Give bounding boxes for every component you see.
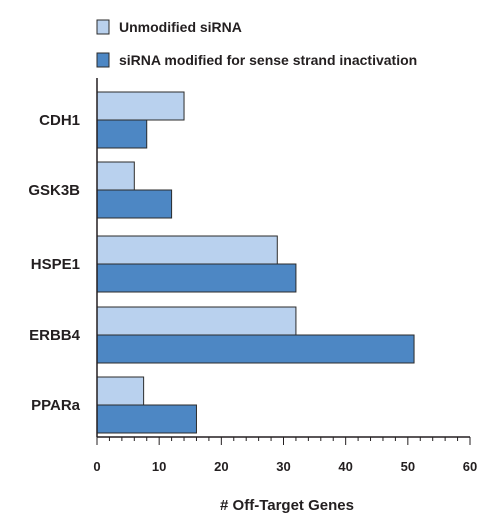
- bar-erbb4-unmodified: [96, 306, 297, 336]
- legend-swatch-modified: [96, 52, 110, 68]
- tick-label-20: 20: [214, 459, 228, 474]
- bar-cdh1-unmodified: [96, 91, 185, 121]
- category-label-ppara: PPARa: [31, 397, 81, 414]
- bars-group: [96, 91, 415, 434]
- category-label-hspe1: HSPE1: [31, 256, 80, 273]
- bar-ppara-modified: [96, 404, 197, 434]
- tick-label-0: 0: [93, 459, 100, 474]
- legend-item-unmodified: Unmodified siRNA: [96, 19, 242, 35]
- category-labels: CDH1 GSK3B HSPE1 ERBB4 PPARa: [28, 112, 80, 414]
- category-label-erbb4: ERBB4: [29, 327, 81, 344]
- legend: Unmodified siRNA siRNA modified for sens…: [96, 19, 417, 68]
- tick-label-50: 50: [401, 459, 415, 474]
- legend-item-modified: siRNA modified for sense strand inactiva…: [96, 52, 417, 68]
- bar-gsk3b-modified: [96, 189, 173, 219]
- category-label-gsk3b: GSK3B: [28, 182, 80, 199]
- legend-label-unmodified: Unmodified siRNA: [119, 19, 242, 35]
- x-axis-label: # Off-Target Genes: [220, 497, 354, 514]
- tick-label-10: 10: [152, 459, 166, 474]
- tick-label-40: 40: [338, 459, 352, 474]
- x-axis: 0 10 20 30 40 50 60: [93, 78, 477, 474]
- bar-gsk3b-unmodified: [96, 161, 135, 191]
- bar-ppara-unmodified: [96, 376, 145, 406]
- legend-swatch-unmodified: [96, 19, 110, 35]
- tick-label-30: 30: [276, 459, 290, 474]
- tick-label-60: 60: [463, 459, 477, 474]
- bar-hspe1-unmodified: [96, 235, 278, 265]
- bar-cdh1-modified: [96, 119, 148, 149]
- category-label-cdh1: CDH1: [39, 112, 80, 129]
- legend-label-modified: siRNA modified for sense strand inactiva…: [119, 52, 417, 68]
- bar-erbb4-modified: [96, 334, 415, 364]
- bar-hspe1-modified: [96, 263, 297, 293]
